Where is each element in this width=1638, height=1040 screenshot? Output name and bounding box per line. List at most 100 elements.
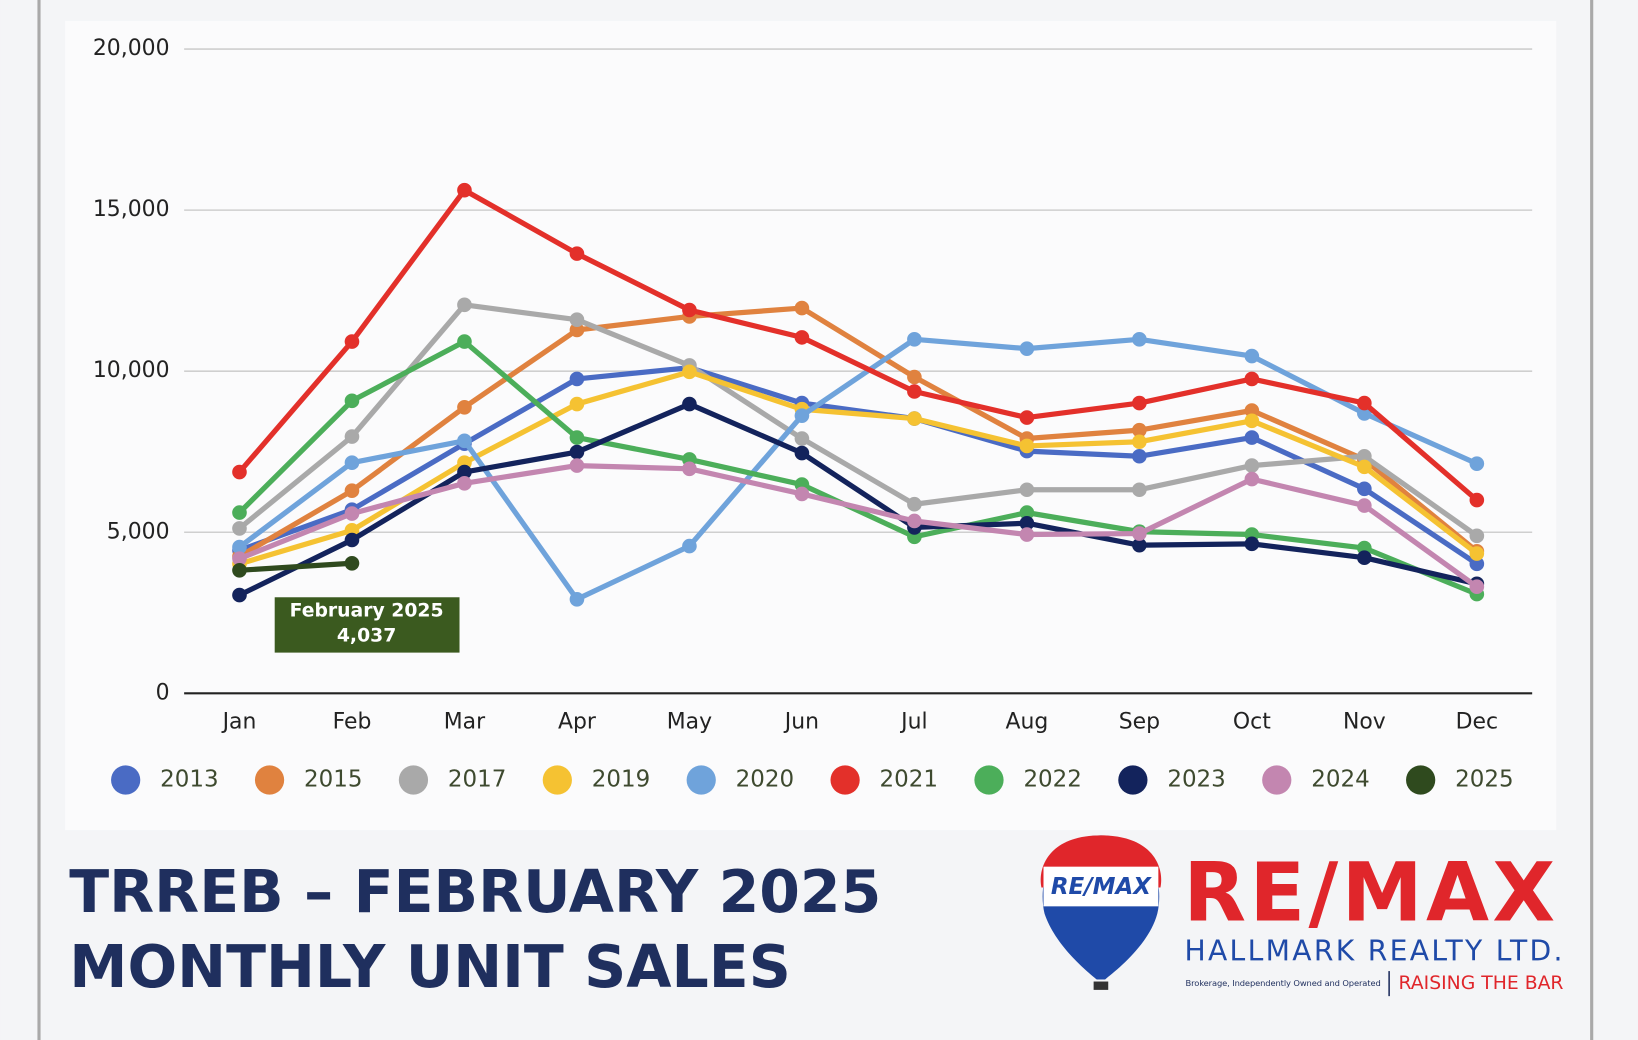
- point: [1132, 537, 1147, 553]
- point: [1357, 459, 1372, 475]
- legend-swatch: [1262, 765, 1292, 795]
- y-tick-label: 0: [156, 680, 170, 705]
- point: [1357, 448, 1372, 464]
- point: [569, 312, 585, 327]
- legend-label: 2023: [1167, 767, 1225, 793]
- point: [232, 505, 247, 520]
- series-line: [237, 338, 1478, 597]
- point: [1469, 556, 1485, 572]
- point: [794, 408, 810, 423]
- logo: RE/MAX RE/MAX HALLMARK REALTY LTD. Broke…: [1040, 835, 1564, 997]
- series-line: [239, 560, 353, 573]
- point: [1019, 505, 1035, 520]
- point: [569, 458, 585, 473]
- point: [569, 591, 585, 607]
- legend-swatch: [1406, 765, 1436, 795]
- slogan: RAISING THE BAR: [1399, 973, 1564, 994]
- point: [682, 396, 697, 412]
- point: [457, 182, 472, 198]
- point: [1469, 492, 1485, 508]
- point: [1244, 371, 1260, 387]
- point: [1469, 528, 1485, 544]
- point: [1244, 413, 1260, 429]
- point: [1132, 482, 1147, 498]
- point: [1019, 341, 1035, 356]
- legend-label: 2022: [1023, 767, 1081, 793]
- legend-swatch: [830, 765, 860, 795]
- legend-label: 2020: [736, 767, 794, 793]
- plot: 0 5,000 10,000 15,000 20,000 Jan Feb Mar Apr May J…: [93, 36, 1533, 795]
- annotation-title: February 2025: [290, 600, 444, 621]
- point: [569, 371, 585, 387]
- point: [1132, 434, 1147, 450]
- series-line: [238, 365, 1479, 567]
- brand: RE/MAX: [1183, 845, 1555, 940]
- point: [794, 431, 810, 446]
- legend-label: 2019: [592, 767, 650, 793]
- legend-swatch: [542, 765, 572, 795]
- point: [682, 364, 697, 380]
- x-tick-label: Aug: [1005, 710, 1048, 735]
- y-tick-label: 5,000: [107, 519, 170, 544]
- point: [1469, 546, 1485, 561]
- point: [344, 532, 360, 548]
- legend-swatch: [398, 765, 429, 795]
- point: [457, 334, 472, 349]
- point: [907, 369, 922, 385]
- y-tick-label: 10,000: [93, 358, 170, 383]
- point: [569, 396, 585, 412]
- point: [682, 302, 697, 318]
- point: [232, 464, 247, 480]
- point: [907, 496, 922, 512]
- point: [907, 384, 922, 399]
- point: [1357, 550, 1372, 566]
- series-line: [237, 187, 1479, 503]
- point: [344, 455, 360, 470]
- point: [1132, 422, 1147, 438]
- legend-label: 2024: [1311, 767, 1369, 793]
- value-label: 4,037: [337, 625, 396, 646]
- series-line: [238, 462, 1479, 589]
- footer-title: TRREB – FEBRUARY 2025: [69, 858, 881, 926]
- point: [569, 246, 585, 261]
- point: [232, 587, 247, 603]
- point: [1357, 498, 1372, 513]
- point: [1357, 481, 1372, 497]
- point: [1019, 515, 1035, 531]
- point: [1132, 332, 1147, 347]
- brokerage-note: Brokerage, Independently Owned and Opera…: [1186, 978, 1381, 988]
- x-tick-label: Feb: [333, 710, 372, 735]
- point: [457, 433, 472, 449]
- series-line: [237, 336, 1478, 602]
- balloon-band: [1043, 866, 1159, 907]
- point: [569, 430, 585, 445]
- chart-panel: [65, 20, 1557, 831]
- x-tick-label: Jul: [899, 710, 927, 735]
- annotation-box: [274, 597, 460, 653]
- legend-swatch: [974, 765, 1004, 795]
- x-tick-label: Sep: [1119, 710, 1160, 735]
- point: [344, 555, 360, 571]
- series-line: [238, 401, 1478, 598]
- point: [907, 332, 922, 347]
- point: [344, 334, 360, 349]
- point: [794, 486, 810, 502]
- point: [794, 330, 810, 345]
- y-tick-label: 20,000: [93, 36, 170, 61]
- legend-label: 2017: [448, 767, 506, 793]
- x-tick-label: May: [667, 710, 712, 735]
- series-line: [238, 369, 1479, 567]
- legend-label: 2025: [1455, 767, 1513, 793]
- point: [682, 461, 697, 477]
- x-tick-label: Jun: [783, 710, 819, 735]
- point: [1469, 456, 1485, 471]
- legend-label: 2013: [160, 767, 218, 793]
- x-tick-label: Mar: [444, 710, 485, 735]
- point: [569, 444, 585, 460]
- legend-swatch: [111, 765, 141, 795]
- point: [232, 562, 247, 578]
- point: [794, 300, 810, 316]
- legend-swatch: [254, 765, 285, 795]
